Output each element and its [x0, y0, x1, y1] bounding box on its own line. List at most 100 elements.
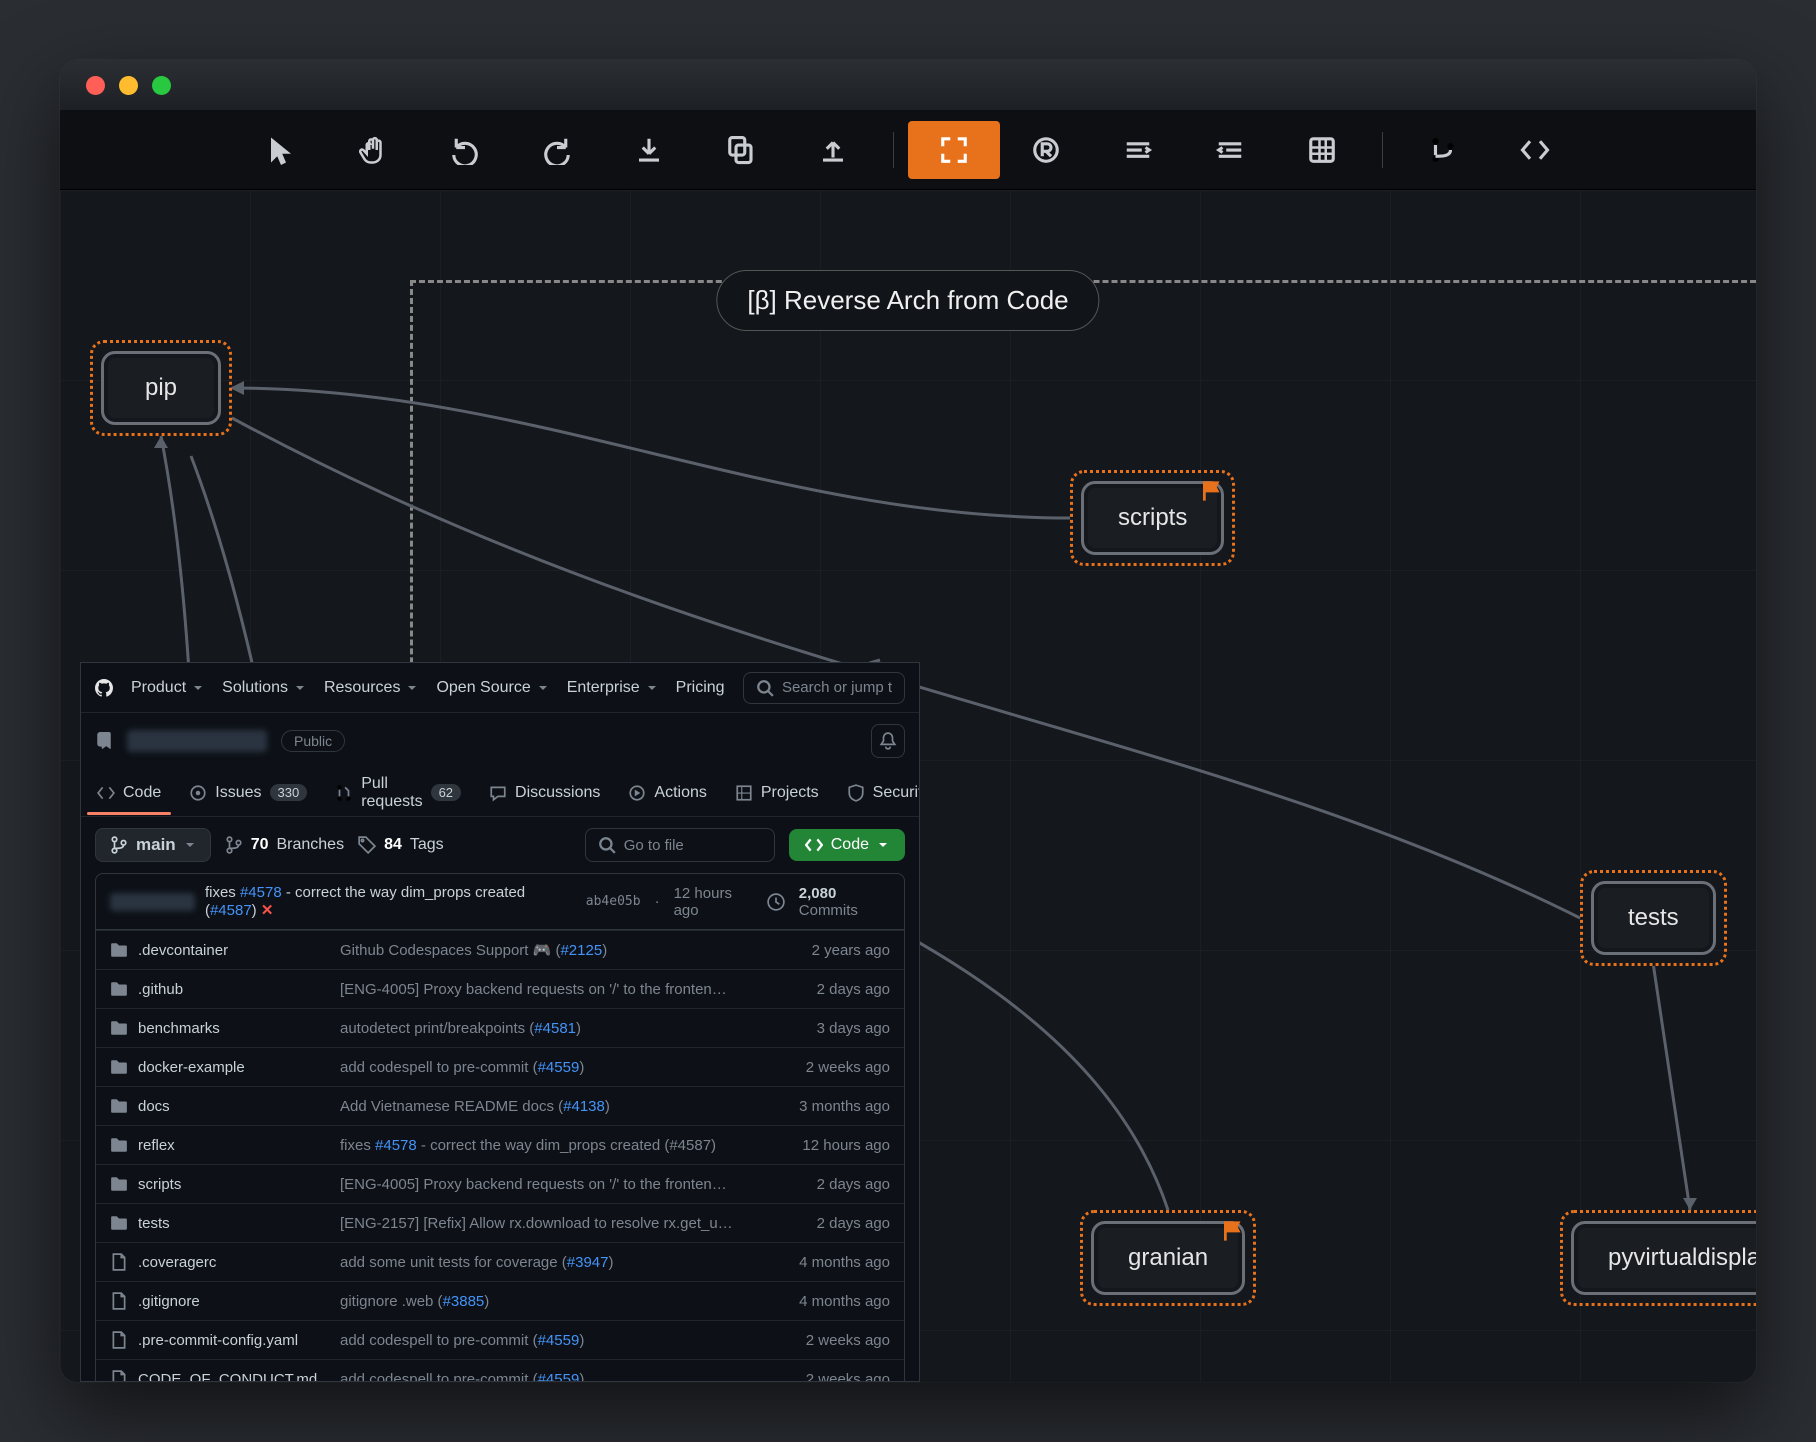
code-button[interactable]: [1489, 121, 1581, 179]
file-when: 3 months ago: [750, 1098, 890, 1115]
gh-file-row[interactable]: tests [ENG-2157] [Refix] Allow rx.downloa…: [96, 1203, 904, 1242]
gh-repo-name[interactable]: [127, 730, 267, 752]
chevron-down-icon: [184, 839, 196, 851]
grid-icon: [1307, 135, 1337, 165]
gh-commit-sha[interactable]: ab4e05b: [586, 894, 641, 909]
gh-nav-enterprise[interactable]: Enterprise: [567, 679, 658, 697]
gh-nav-product[interactable]: Product: [131, 679, 204, 697]
file-icon: [110, 1292, 128, 1310]
file-when: 2 weeks ago: [750, 1371, 890, 1383]
gh-nav-pricing[interactable]: Pricing: [676, 679, 725, 697]
hand-icon: [358, 135, 388, 165]
gh-nav-open-source[interactable]: Open Source: [436, 679, 548, 697]
gh-search-placeholder: Search or jump t: [782, 679, 892, 696]
gh-notifications-button[interactable]: [871, 724, 905, 758]
folder-icon: [110, 1214, 128, 1232]
gh-file-bar: main 70Branches 84Tags Go to file: [81, 817, 919, 873]
gh-tab-code[interactable]: Code: [95, 772, 163, 814]
gh-tab-discussions[interactable]: Discussions: [487, 772, 602, 814]
gh-tab-security[interactable]: Security: [845, 772, 920, 814]
gh-global-search[interactable]: Search or jump t: [743, 672, 905, 704]
node-pip[interactable]: pip: [90, 340, 232, 436]
gh-tab-projects[interactable]: Projects: [733, 772, 821, 814]
gh-branch-picker[interactable]: main: [95, 828, 211, 862]
undo-button[interactable]: [419, 121, 511, 179]
minimize-traffic[interactable]: [119, 76, 138, 95]
file-name: reflex: [138, 1137, 175, 1154]
copy-button[interactable]: [695, 121, 787, 179]
node-label: tests: [1591, 881, 1716, 955]
file-name: docs: [138, 1098, 170, 1115]
gh-author-blur: [110, 893, 195, 911]
code-icon: [97, 784, 115, 802]
node-tests[interactable]: tests: [1580, 870, 1727, 966]
gh-tab-pull-requests[interactable]: Pull requests62: [333, 763, 463, 823]
close-traffic[interactable]: [86, 76, 105, 95]
flag-icon: [1203, 480, 1225, 502]
file-name: .devcontainer: [138, 942, 228, 959]
gh-tab-actions[interactable]: Actions: [626, 772, 708, 814]
upload-button[interactable]: [787, 121, 879, 179]
gh-file-list: .devcontainerGithub Codespaces Support 🎮…: [95, 930, 905, 1382]
file-when: 3 days ago: [750, 1020, 890, 1037]
gh-file-row[interactable]: .pre-commit-config.yamladd codespell to …: [96, 1320, 904, 1359]
commit-message: [ENG-2157] [Refix] Allow rx.download to …: [340, 1215, 740, 1232]
gh-nav-resources[interactable]: Resources: [324, 679, 418, 697]
registered-button[interactable]: [1000, 121, 1092, 179]
gh-file-row[interactable]: CODE_OF_CONDUCT.mdadd codespell to pre-c…: [96, 1359, 904, 1382]
gh-file-row[interactable]: reflex fixes #4578 - correct the way dim_…: [96, 1125, 904, 1164]
zoom-traffic[interactable]: [152, 76, 171, 95]
gh-repo-header: Public: [81, 713, 919, 769]
issues-icon: [189, 784, 207, 802]
diagram-canvas[interactable]: [β] Reverse Arch from Code pip scripts tes…: [60, 190, 1756, 1382]
toolbar-tooltip: [β] Reverse Arch from Code: [716, 270, 1099, 331]
gh-tags-link[interactable]: 84Tags: [358, 836, 444, 854]
node-label: granian: [1091, 1221, 1245, 1295]
gh-visibility-badge: Public: [281, 730, 345, 752]
download-button[interactable]: [603, 121, 695, 179]
hand-button[interactable]: [327, 121, 419, 179]
gh-goto-file[interactable]: Go to file: [585, 828, 775, 862]
download-icon: [634, 135, 664, 165]
code-icon: [805, 836, 823, 854]
gh-code-button[interactable]: Code: [789, 829, 905, 861]
folder-icon: [110, 1058, 128, 1076]
folder-icon: [110, 1175, 128, 1193]
gh-nav-solutions[interactable]: Solutions: [222, 679, 306, 697]
branch-button[interactable]: [1397, 121, 1489, 179]
commit-message: add codespell to pre-commit (#4559): [340, 1371, 740, 1383]
file-icon: [110, 1253, 128, 1271]
split-v-button[interactable]: [1184, 121, 1276, 179]
search-icon: [598, 836, 616, 854]
pr-icon: [335, 784, 353, 802]
node-label: pyvirtualdisplay: [1571, 1221, 1756, 1295]
chevron-down-icon: [294, 682, 306, 694]
gh-file-row[interactable]: .devcontainerGithub Codespaces Support 🎮…: [96, 930, 904, 969]
gh-file-row[interactable]: .github[ENG-4005] Proxy backend requests…: [96, 969, 904, 1008]
folder-icon: [110, 1019, 128, 1037]
chevron-down-icon: [537, 682, 549, 694]
node-granian[interactable]: granian: [1080, 1210, 1256, 1306]
folder-icon: [110, 1136, 128, 1154]
gh-file-row[interactable]: docsAdd Vietnamese README docs (#4138)3 …: [96, 1086, 904, 1125]
gh-tab-issues[interactable]: Issues330: [187, 772, 309, 814]
gh-file-row[interactable]: scripts[ENG-4005] Proxy backend requests…: [96, 1164, 904, 1203]
commit-message: fixes #4578 - correct the way dim_props …: [340, 1137, 740, 1154]
gh-latest-commit[interactable]: fixes #4578 - correct the way dim_props …: [95, 873, 905, 930]
node-pyvirtualdisplay[interactable]: pyvirtualdisplay: [1560, 1210, 1756, 1306]
grid-button[interactable]: [1276, 121, 1368, 179]
expand-button[interactable]: [908, 121, 1000, 179]
gh-file-row[interactable]: benchmarksautodetect print/breakpoints (…: [96, 1008, 904, 1047]
gh-branches-link[interactable]: 70Branches: [225, 836, 344, 854]
split-h-button[interactable]: [1092, 121, 1184, 179]
bell-icon: [879, 732, 897, 750]
upload-icon: [818, 135, 848, 165]
redo-button[interactable]: [511, 121, 603, 179]
file-name: tests: [138, 1215, 170, 1232]
gh-file-row[interactable]: .gitignoregitignore .web (#3885)4 months…: [96, 1281, 904, 1320]
gh-file-row[interactable]: docker-exampleadd codespell to pre-commi…: [96, 1047, 904, 1086]
pointer-button[interactable]: [235, 121, 327, 179]
ci-fail-icon: ✕: [261, 902, 274, 919]
gh-file-row[interactable]: .coveragercadd some unit tests for cover…: [96, 1242, 904, 1281]
node-scripts[interactable]: scripts: [1070, 470, 1235, 566]
